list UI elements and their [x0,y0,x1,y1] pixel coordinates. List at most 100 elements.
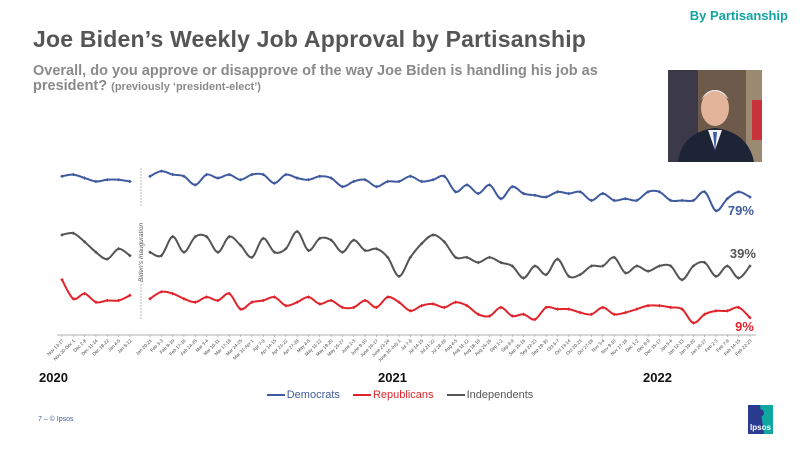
data-point-republicans [318,302,322,306]
question: Overall, do you approve or disapprove of… [33,63,598,94]
data-point-independents [193,234,198,239]
data-point-democrats [250,172,254,177]
data-point-republicans [533,317,537,322]
data-point-independents [340,250,345,254]
data-point-republicans [227,291,232,296]
data-point-democrats [148,174,152,179]
data-point-independents [465,255,469,260]
data-point-democrats [408,174,413,179]
data-point-republicans [567,307,571,311]
data-point-democrats [589,198,594,203]
data-point-democrats [578,190,582,194]
series-line-independents [149,230,751,281]
data-point-republicans [465,303,469,308]
data-point-republicans [306,295,311,299]
data-point-republicans [250,300,254,305]
data-point-independents [567,274,571,279]
data-point-republicans [691,321,696,325]
data-point-independents [82,240,87,244]
data-point-republicans [261,298,265,303]
data-point-independents [601,264,605,268]
question-note: (previously ‘president-elect’) [111,81,261,93]
data-point-democrats [238,177,243,182]
data-point-republicans [397,300,401,305]
data-point-independents [634,264,639,268]
data-point-republicans [216,298,220,303]
data-point-independents [105,257,110,261]
data-point-independents [612,255,616,260]
legend-label: Independents [466,389,534,401]
data-point-independents [250,255,254,260]
footer-page-number: 7 – © Ipsos [38,416,74,423]
data-point-independents [499,260,503,265]
data-point-independents [748,264,752,268]
data-point-independents [702,260,707,265]
data-point-democrats [567,191,571,196]
data-point-independents [736,276,741,280]
data-point-republicans [748,315,752,320]
data-point-independents [128,253,132,258]
data-point-democrats [453,190,458,194]
biden-portrait-photo [668,70,762,162]
data-point-independents [227,234,232,239]
data-point-democrats [193,183,198,187]
data-point-democrats [94,179,98,184]
data-point-democrats [725,196,730,201]
data-point-independents [533,264,537,268]
data-point-republicans [295,300,299,305]
data-point-republicans [601,305,605,310]
ipsos-logo: Ipsos [748,405,773,434]
data-point-republicans [82,291,87,296]
data-point-republicans [634,307,639,311]
data-point-independents [94,250,98,254]
data-point-republicans [128,293,132,298]
data-point-democrats [116,177,121,182]
year-label-2022: 2022 [643,370,672,385]
data-point-democrats [419,179,424,184]
data-point-democrats [128,179,132,184]
data-point-republicans [589,312,594,317]
data-point-republicans [363,298,367,303]
data-point-independents [419,241,424,246]
data-point-republicans [204,295,209,299]
data-point-independents [431,233,435,237]
question-text: Overall, do you approve or disapprove of… [33,64,663,95]
data-point-independents [385,255,390,260]
data-point-republicans [94,300,98,305]
data-point-democrats [533,193,537,198]
data-point-republicans [284,303,288,308]
data-point-republicans [193,300,198,305]
data-point-republicans [71,296,76,301]
data-point-independents [148,250,152,254]
data-point-independents [521,276,526,280]
data-point-independents [170,234,175,239]
data-point-republicans [499,305,503,310]
data-point-democrats [295,176,299,180]
data-point-democrats [363,177,367,182]
svg-text:Ipsos: Ipsos [750,423,771,432]
data-point-republicans [60,278,64,282]
legend-democrats: Democrats [266,389,340,401]
data-point-democrats [634,198,639,203]
data-point-republicans [272,295,277,299]
data-point-independents [668,264,673,268]
data-point-independents [646,269,650,273]
data-point-democrats [544,195,548,199]
data-point-democrats [159,169,164,173]
data-point-independents [318,236,322,241]
data-point-republicans [544,305,548,310]
data-point-democrats [442,174,447,179]
data-point-independents [261,236,265,241]
data-point-democrats [374,184,379,189]
data-point-democrats [702,190,707,194]
data-point-democrats [170,172,175,177]
year-label-2020: 2020 [39,370,68,385]
legend-label: Republicans [372,389,434,401]
end-label-democrats: 79% [728,203,754,218]
data-point-republicans [182,296,186,301]
data-point-democrats [284,172,288,177]
data-point-independents [306,248,311,253]
page-title: Joe Biden’s Weekly Job Approval by Parti… [33,26,587,52]
data-point-democrats [465,183,469,187]
data-point-republicans [725,309,730,313]
